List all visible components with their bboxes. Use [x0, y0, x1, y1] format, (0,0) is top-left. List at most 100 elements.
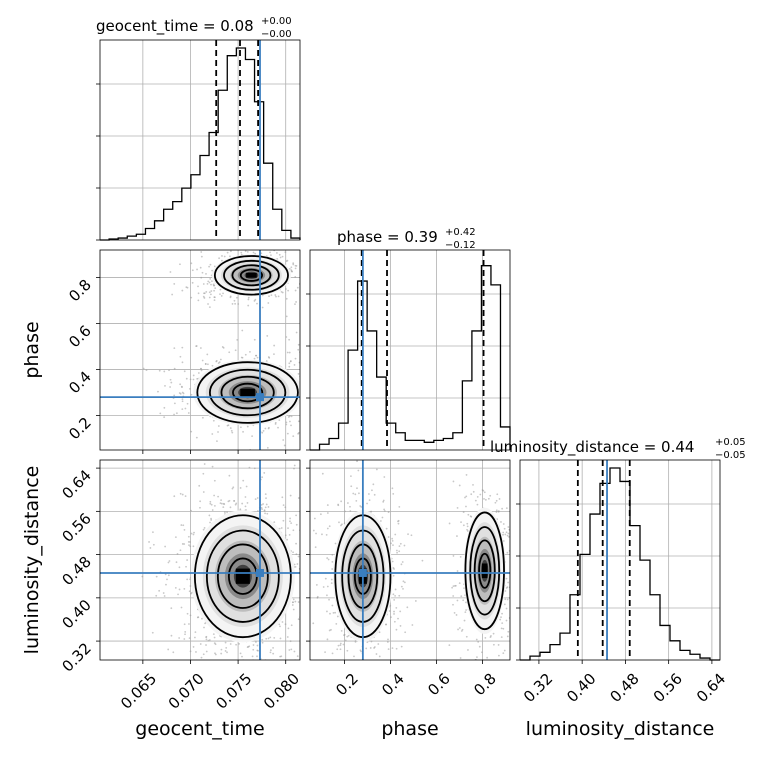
sample-point	[265, 497, 267, 500]
ytick-label-luminosity_distance: 0.32	[58, 639, 94, 675]
sample-point	[329, 522, 331, 524]
sample-point	[227, 500, 230, 503]
sample-point	[451, 586, 454, 589]
sample-point	[397, 617, 399, 620]
sample-point	[290, 624, 293, 627]
sample-point	[334, 542, 337, 545]
sample-point	[502, 531, 505, 534]
sample-point	[269, 251, 271, 254]
sample-point	[202, 472, 205, 475]
sample-point	[205, 638, 208, 641]
sample-point	[394, 588, 397, 591]
xtick-label-phase: 0.8	[470, 670, 500, 700]
sample-point	[314, 606, 316, 608]
sample-point	[273, 344, 276, 347]
sample-point	[318, 395, 320, 397]
sample-point	[252, 251, 255, 254]
sample-point	[264, 512, 266, 515]
sample-point	[503, 649, 506, 652]
sample-point	[290, 648, 293, 651]
sample-point	[506, 551, 509, 554]
sample-point	[221, 255, 223, 257]
sample-point	[326, 504, 329, 506]
sample-point	[510, 618, 512, 620]
sample-point	[363, 673, 365, 675]
sample-point	[152, 531, 154, 534]
sample-point	[230, 247, 232, 249]
scatter-panel-distance-vs-geocent-time	[100, 460, 331, 667]
sample-point	[200, 255, 203, 258]
sample-point	[158, 369, 161, 372]
sample-point	[505, 587, 508, 589]
sample-point	[495, 511, 498, 513]
sample-point	[245, 485, 248, 488]
sample-point	[302, 661, 304, 663]
sample-point	[195, 345, 198, 347]
sample-point	[199, 506, 201, 509]
sample-point	[391, 487, 394, 490]
sample-point	[334, 611, 337, 614]
sample-point	[398, 550, 401, 553]
sample-point	[505, 507, 508, 510]
sample-point	[179, 549, 182, 552]
sample-point	[185, 286, 188, 289]
sample-point	[304, 604, 306, 606]
sample-point	[391, 539, 394, 542]
sample-point	[264, 427, 267, 430]
sample-point	[289, 420, 291, 423]
sample-point	[356, 660, 358, 662]
title-luminosity-distance: luminosity_distance = 0.44	[490, 438, 694, 457]
sample-point	[165, 583, 167, 586]
sample-point	[212, 419, 215, 422]
sample-point	[190, 262, 193, 265]
sample-point	[167, 574, 170, 577]
sample-point	[302, 373, 304, 375]
sample-point	[261, 641, 264, 644]
sample-point	[170, 607, 173, 610]
sample-point	[392, 593, 395, 596]
sample-point	[210, 283, 212, 286]
sample-point	[192, 482, 194, 484]
sample-point	[460, 595, 463, 598]
sample-point	[266, 335, 269, 337]
sample-point	[294, 303, 296, 306]
sample-point	[288, 534, 291, 536]
sample-point	[218, 665, 220, 667]
sample-point	[522, 628, 524, 630]
sample-point	[290, 415, 293, 418]
sample-point	[202, 283, 205, 285]
sample-point	[472, 490, 475, 493]
sample-point	[389, 604, 392, 607]
sample-point	[294, 267, 297, 270]
sample-point	[311, 387, 313, 389]
contour-0-1	[223, 259, 280, 291]
sample-point	[477, 640, 480, 643]
sample-point	[332, 396, 334, 398]
sample-point	[211, 509, 214, 511]
sample-point	[192, 374, 195, 377]
sample-point	[189, 585, 192, 587]
xtick-label-luminosity_distance: 0.48	[606, 670, 642, 706]
sample-point	[387, 648, 390, 651]
sample-point	[297, 601, 300, 603]
sample-point	[207, 664, 209, 666]
sample-point	[290, 266, 293, 269]
sample-point	[148, 541, 150, 543]
sample-point	[304, 513, 306, 515]
sample-point	[209, 263, 212, 266]
sample-point	[179, 355, 182, 358]
sample-point	[155, 594, 158, 597]
sample-point	[391, 537, 394, 540]
sample-point	[210, 290, 213, 292]
sample-point	[234, 349, 237, 352]
sample-point	[282, 439, 285, 441]
sample-point	[458, 582, 461, 585]
sample-point	[308, 424, 310, 426]
sample-point	[195, 651, 197, 653]
sample-point	[378, 631, 381, 634]
sample-point	[401, 561, 404, 563]
sample-point	[273, 353, 275, 356]
sample-point	[193, 531, 195, 534]
sample-point	[226, 511, 229, 514]
sample-point	[189, 378, 192, 381]
